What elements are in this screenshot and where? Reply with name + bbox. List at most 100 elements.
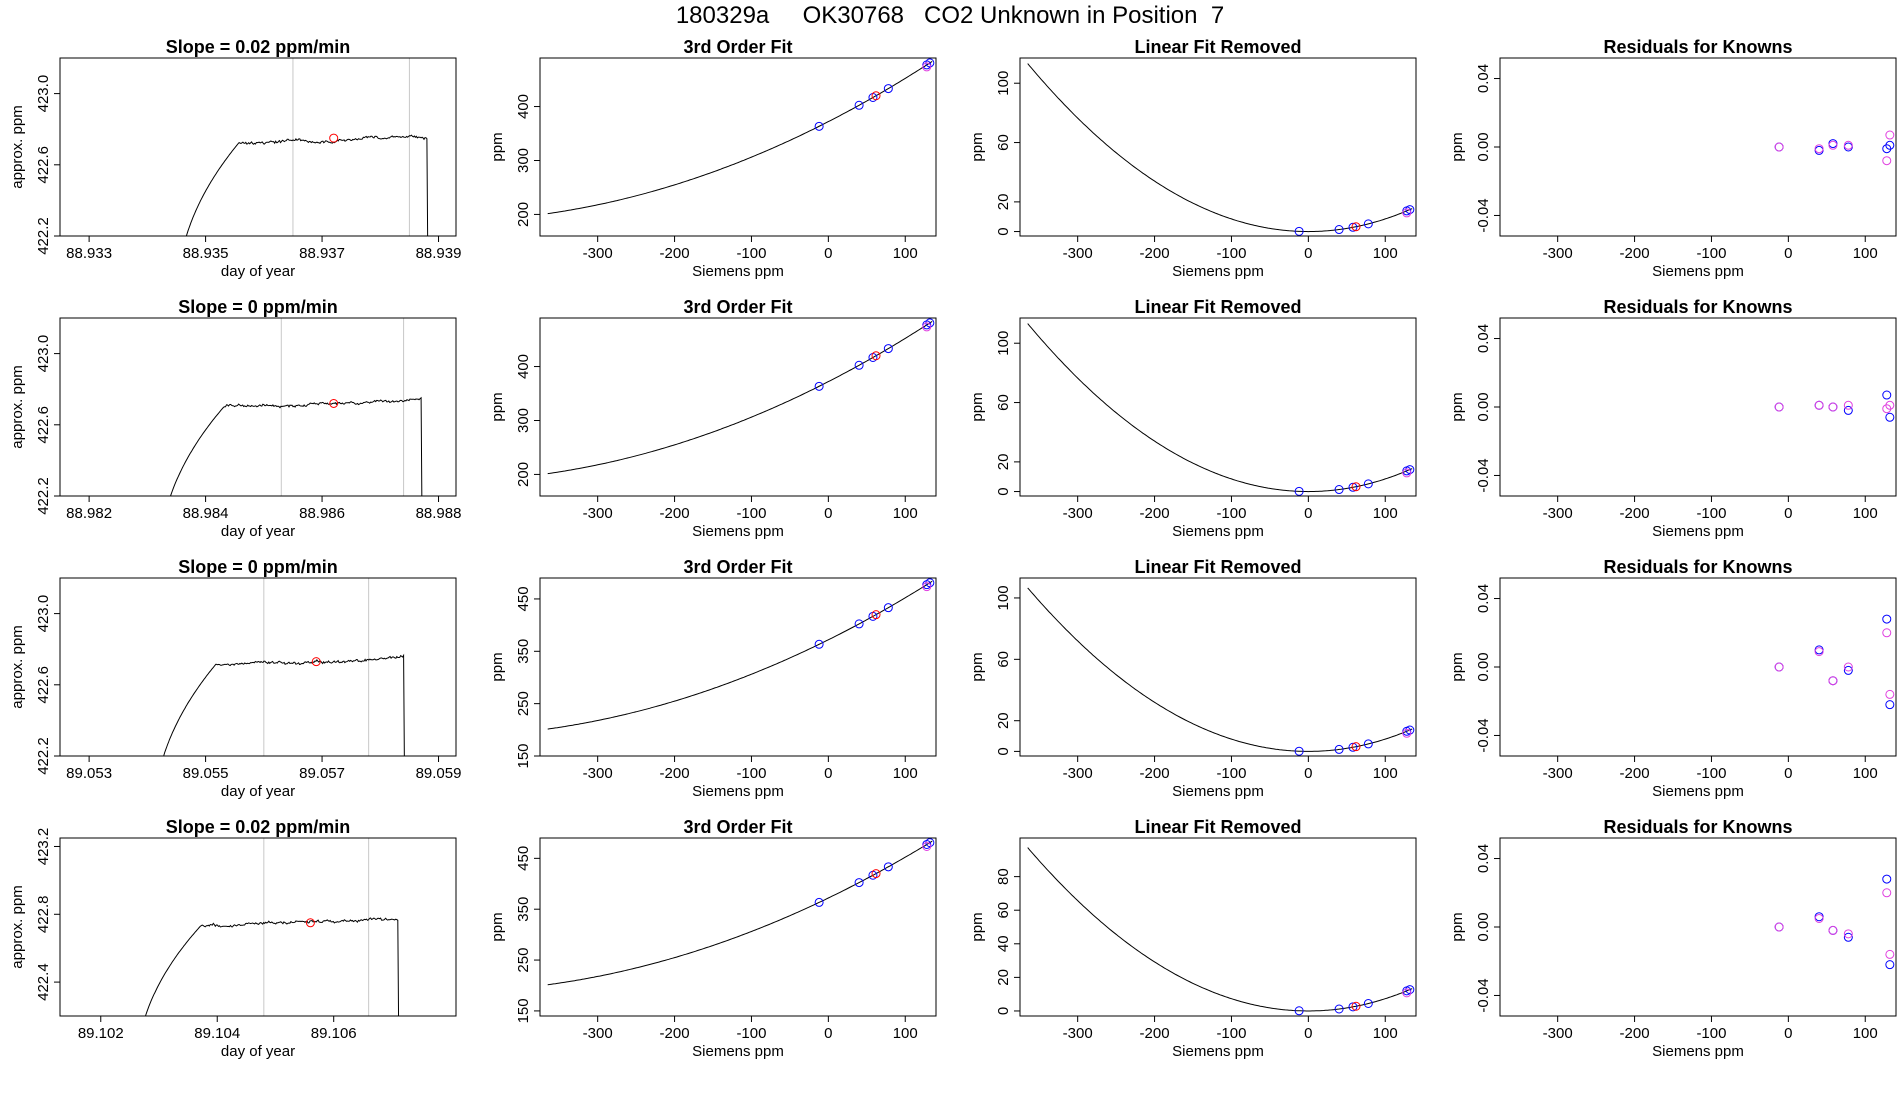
x-tick-label: -300 <box>583 765 613 782</box>
x-tick-label: -300 <box>1543 245 1573 262</box>
residual-point <box>1814 913 1824 923</box>
x-tick-label: -300 <box>583 245 613 262</box>
panel-r3-c4: Residuals for Knowns -300 -200 -100 0 100 -0.0… <box>1449 557 1897 800</box>
residual-point <box>1843 142 1853 152</box>
y-tick-label: 422.2 <box>35 217 52 255</box>
x-tick-label: -200 <box>1140 245 1170 262</box>
y-tick-label: -0.04 <box>1475 458 1492 492</box>
panel-r2-c4: Residuals for Knowns -300 -200 -100 0 100 -0.0… <box>1449 297 1897 540</box>
y-tick-label: 422.2 <box>35 737 52 775</box>
residual-point <box>1843 665 1853 675</box>
known-point <box>1294 1006 1304 1016</box>
plot-frame <box>539 577 937 757</box>
x-tick-label: 100 <box>1853 1025 1878 1042</box>
y-tick-label: 100 <box>995 331 1012 356</box>
x-tick-label: 0 <box>1784 505 1792 522</box>
known-point <box>1348 482 1358 492</box>
x-axis-label: Siemens ppm <box>1172 1043 1264 1060</box>
y-tick-label: 422.8 <box>35 896 52 934</box>
x-tick-label: 88.982 <box>66 505 112 522</box>
y-axis-label: ppm <box>1449 652 1466 681</box>
y-tick-label: 350 <box>515 897 532 922</box>
figure-title: 180329a OK30768 CO2 Unknown in Position … <box>675 2 1225 29</box>
panel-title: 3rd Order Fit <box>683 557 792 577</box>
panel-r4-c4: Residuals for Knowns -300 -200 -100 0 100 -0.0… <box>1449 817 1897 1060</box>
y-tick-label: 150 <box>515 998 532 1023</box>
x-axis-label: Siemens ppm <box>692 1043 784 1060</box>
y-axis-label: approx. ppm <box>9 885 26 968</box>
fit-curve <box>1027 847 1413 1012</box>
x-tick-label: 100 <box>893 765 918 782</box>
x-tick-label: -100 <box>736 505 766 522</box>
residual-point <box>1814 145 1824 155</box>
y-tick-label: 300 <box>515 408 532 433</box>
x-tick-label: 100 <box>893 245 918 262</box>
x-tick-label: -300 <box>1063 245 1093 262</box>
plot-frame <box>539 837 937 1017</box>
x-tick-label: -100 <box>736 245 766 262</box>
x-tick-label: 88.988 <box>416 505 462 522</box>
plot-frame <box>1019 837 1417 1017</box>
panel-r4-c2: 3rd Order Fit -300 -200 -100 0 100 150 250 350 45… <box>489 817 937 1060</box>
known-point <box>1334 1004 1344 1014</box>
known-point <box>1405 205 1415 215</box>
x-tick-label: -200 <box>1620 245 1650 262</box>
known-point <box>814 381 824 391</box>
y-tick-label: 350 <box>515 639 532 664</box>
residual-point <box>1882 874 1892 884</box>
residual-point <box>1843 662 1853 672</box>
plot-area <box>185 58 429 236</box>
y-tick-label: -0.04 <box>1475 978 1492 1012</box>
x-tick-label: 0 <box>1304 245 1312 262</box>
x-tick-label: -100 <box>1696 1025 1726 1042</box>
x-tick-label: -100 <box>1216 765 1246 782</box>
x-tick-label: 89.059 <box>416 765 462 782</box>
known-point-alt <box>922 841 932 851</box>
y-tick-label: 400 <box>515 94 532 119</box>
fit-curve <box>1027 323 1413 493</box>
y-tick-label: 0 <box>995 487 1012 495</box>
panel-title: Slope = 0 ppm/min <box>178 557 338 577</box>
x-tick-label: -200 <box>1620 1025 1650 1042</box>
y-tick-label: 450 <box>515 846 532 871</box>
x-axis-label: Siemens ppm <box>1652 783 1744 800</box>
plot-area <box>547 838 935 986</box>
x-tick-label: -300 <box>1063 1025 1093 1042</box>
residual-point <box>1882 144 1892 154</box>
x-tick-label: 100 <box>1373 245 1398 262</box>
plot-frame <box>1019 577 1417 757</box>
residual-point <box>1814 645 1824 655</box>
panel-r1-c3: Linear Fit Removed -300 -200 -100 0 100 0 20 60 1… <box>969 37 1417 280</box>
residual-point <box>1774 402 1784 412</box>
residual-point <box>1828 140 1838 150</box>
known-point <box>1405 985 1415 995</box>
x-axis-label: Siemens ppm <box>692 523 784 540</box>
x-tick-label: 0 <box>1784 245 1792 262</box>
known-point <box>883 84 893 94</box>
known-point-alt <box>922 322 932 332</box>
plot-frame <box>59 317 457 497</box>
known-point-alt <box>922 62 932 72</box>
x-tick-label: -100 <box>1216 1025 1246 1042</box>
x-tick-label: 100 <box>1853 245 1878 262</box>
y-axis-label: ppm <box>1449 912 1466 941</box>
residual-point <box>1814 144 1824 154</box>
y-axis-label: ppm <box>489 652 506 681</box>
unknown-point <box>305 918 315 928</box>
y-tick-label: 60 <box>995 134 1012 151</box>
y-tick-label: 40 <box>995 935 1012 952</box>
x-tick-label: -300 <box>583 505 613 522</box>
y-tick-label: 450 <box>515 586 532 611</box>
x-tick-label: 88.933 <box>66 245 112 262</box>
residual-point <box>1843 405 1853 415</box>
panel-r1-c4: Residuals for Knowns -300 -200 -100 0 100 -0.0… <box>1449 37 1897 280</box>
x-tick-label: 88.937 <box>299 245 345 262</box>
y-tick-label: 423.0 <box>35 335 52 373</box>
known-point <box>1363 999 1373 1009</box>
known-point <box>883 344 893 354</box>
residual-point <box>1882 888 1892 898</box>
y-axis-label: ppm <box>489 912 506 941</box>
residual-point <box>1885 400 1895 410</box>
y-tick-label: 150 <box>515 743 532 768</box>
y-tick-label: 0.04 <box>1475 844 1492 873</box>
